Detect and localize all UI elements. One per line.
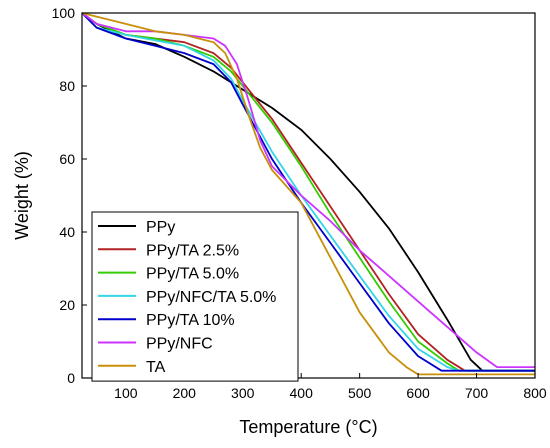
y-axis-title: Weight (%) — [12, 151, 32, 240]
legend-label: PPy/NFC/TA 5.0% — [146, 289, 276, 306]
y-tick-label: 100 — [52, 5, 76, 21]
y-tick-label: 60 — [59, 151, 75, 167]
y-tick-label: 40 — [59, 224, 75, 240]
x-tick-label: 800 — [523, 385, 547, 401]
axis-ticks: 100 200 300 400 500 600 700 800 0 20 40 60 80 100 — [52, 5, 547, 401]
legend-label: PPy/TA 5.0% — [146, 266, 239, 283]
x-tick-label: 500 — [348, 385, 372, 401]
x-tick-label: 200 — [173, 385, 197, 401]
legend-label: PPy/NFC — [146, 336, 213, 353]
y-tick-label: 20 — [59, 297, 75, 313]
x-axis-title: Temperature (°C) — [239, 417, 377, 437]
y-tick-label: 0 — [67, 370, 75, 386]
series-line-6 — [81, 12, 535, 376]
legend-label: PPy/TA 2.5% — [146, 242, 239, 259]
x-tick-label: 400 — [290, 385, 314, 401]
x-tick-label: 600 — [406, 385, 430, 401]
series-line-2 — [81, 12, 535, 372]
plot-lines — [81, 12, 535, 376]
x-tick-label: 100 — [114, 385, 138, 401]
x-tick-label: 300 — [231, 385, 255, 401]
y-tick-label: 80 — [59, 78, 75, 94]
legend-label: PPy/TA 10% — [146, 312, 235, 329]
legend: PPy PPy/TA 2.5% PPy/TA 5.0% PPy/NFC/TA 5.0%… — [91, 211, 299, 382]
legend-label: TA — [146, 359, 166, 376]
x-tick-label: 700 — [465, 385, 489, 401]
plot-frame — [81, 12, 536, 379]
series-line-3 — [81, 12, 535, 372]
legend-label: PPy — [146, 219, 175, 236]
